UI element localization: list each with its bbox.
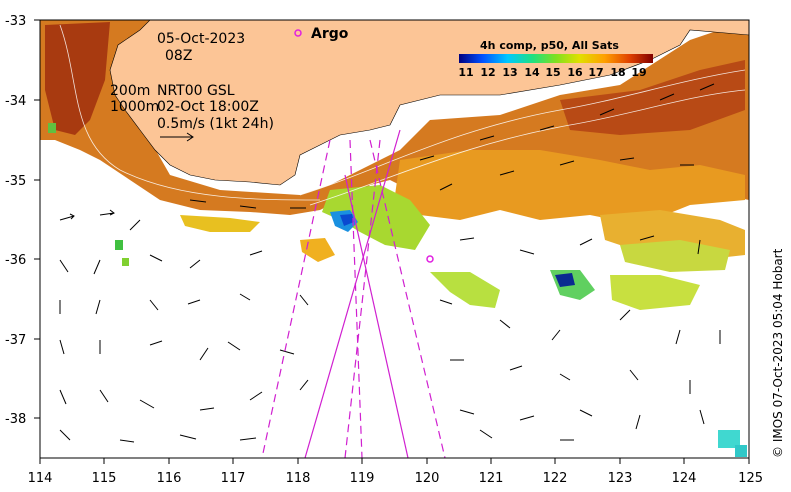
argo-legend-label: Argo <box>311 26 349 42</box>
streamlines <box>59 24 746 206</box>
lat-tick-label: -36 <box>5 253 26 268</box>
lon-tick-label: 114 <box>28 471 53 486</box>
lon-tick-label: 123 <box>608 471 633 486</box>
scale-arrow <box>160 132 194 142</box>
lon-tick-label: 122 <box>543 471 568 486</box>
colorbar-tick: 15 <box>545 66 560 79</box>
colorbar-tick: 11 <box>458 66 473 79</box>
colorbar-tick: 18 <box>610 66 625 79</box>
lon-tick-label: 120 <box>415 471 440 486</box>
hour-label: 08Z <box>165 48 192 64</box>
map-plot-area <box>40 20 749 458</box>
lon-tick-label: 121 <box>479 471 504 486</box>
argo-float-marker <box>426 255 434 263</box>
date-label: 05-Oct-2023 <box>157 31 245 47</box>
colorbar-tick: 19 <box>631 66 646 79</box>
latitude-axis: -33 -34 -35 -36 -37 -38 <box>5 14 40 427</box>
ref-time-label: 02-Oct 18:00Z <box>157 99 259 115</box>
lat-tick-label: -33 <box>5 14 26 29</box>
colorbar-tick: 17 <box>588 66 603 79</box>
sst-colorbar: 4h comp, p50, All Sats 11 12 13 14 15 16… <box>458 39 653 79</box>
lon-tick-label: 117 <box>221 471 246 486</box>
credit-text: © IMOS 07-Oct-2023 05:04 Hobart <box>771 248 785 458</box>
lat-tick-label: -35 <box>5 174 26 189</box>
lon-tick-label: 124 <box>672 471 697 486</box>
lon-tick-label: 125 <box>738 471 763 486</box>
lon-tick-label: 119 <box>350 471 375 486</box>
current-vectors <box>59 83 721 443</box>
depth-1000-label: 1000m <box>110 99 159 115</box>
colorbar-tick: 14 <box>524 66 540 79</box>
lat-tick-label: -34 <box>5 94 26 109</box>
colorbar-title: 4h comp, p50, All Sats <box>480 39 619 52</box>
map-annotations: 05-Oct-2023 08Z 200m NRT00 GSL 1000m 02-… <box>110 31 274 142</box>
colorbar-tick: 13 <box>502 66 517 79</box>
product-label: NRT00 GSL <box>157 83 235 99</box>
colorbar-tick: 16 <box>567 66 583 79</box>
colorbar-tick: 12 <box>480 66 495 79</box>
plot-frame <box>39 19 750 459</box>
argo-legend: Argo <box>294 26 349 42</box>
lat-tick-label: -37 <box>5 333 26 348</box>
satellite-tracks <box>261 129 446 458</box>
lon-tick-label: 118 <box>286 471 311 486</box>
lon-tick-label: 116 <box>157 471 182 486</box>
vector-scale-label: 0.5m/s (1kt 24h) <box>157 116 274 132</box>
lat-tick-label: -38 <box>5 412 26 427</box>
longitude-axis: 114 115 116 117 118 119 120 121 122 123 … <box>28 458 763 486</box>
lon-tick-label: 115 <box>92 471 117 486</box>
depth-200-label: 200m <box>110 83 150 99</box>
argo-legend-icon <box>294 29 302 37</box>
colorbar-ramp <box>459 54 653 63</box>
